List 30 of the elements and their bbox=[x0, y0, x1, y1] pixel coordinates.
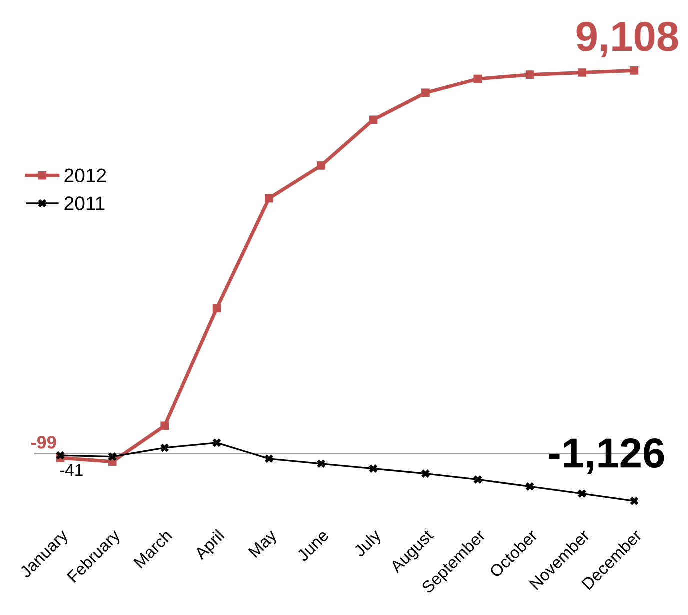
point bbox=[578, 490, 586, 498]
data-label: -1,126 bbox=[549, 438, 664, 474]
legend-label: 2012 bbox=[64, 168, 106, 183]
data-label: 9,108 bbox=[576, 22, 678, 58]
point bbox=[160, 444, 169, 452]
point bbox=[317, 162, 326, 170]
point bbox=[474, 74, 482, 84]
point bbox=[212, 438, 222, 448]
point bbox=[317, 460, 326, 468]
point bbox=[369, 464, 378, 473]
point bbox=[578, 68, 586, 77]
x-tick-label: July bbox=[352, 528, 384, 560]
point bbox=[474, 476, 482, 484]
data-label: -99 bbox=[31, 436, 56, 449]
point bbox=[422, 88, 430, 98]
point bbox=[160, 422, 169, 430]
point bbox=[630, 497, 639, 506]
point bbox=[526, 482, 534, 491]
x-tick-label: May bbox=[248, 528, 280, 561]
point bbox=[212, 304, 222, 312]
legend-label: 2011 bbox=[64, 196, 105, 210]
point bbox=[422, 470, 430, 478]
point bbox=[630, 66, 639, 75]
point bbox=[56, 451, 65, 460]
point bbox=[108, 452, 117, 461]
point bbox=[265, 194, 274, 203]
point bbox=[369, 116, 378, 124]
data-label: -41 bbox=[60, 464, 83, 476]
point bbox=[526, 70, 534, 80]
point bbox=[265, 454, 274, 464]
